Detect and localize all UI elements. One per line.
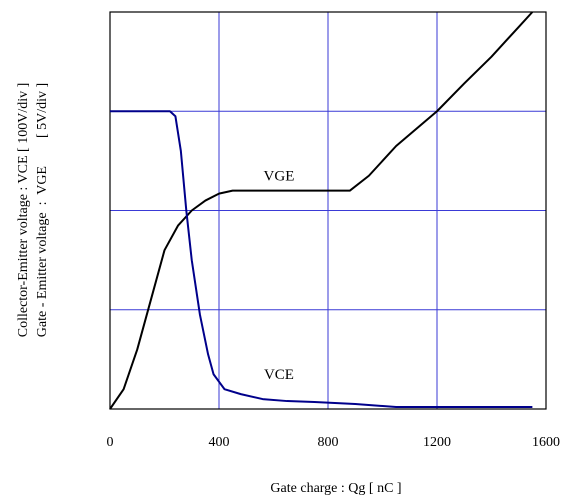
x-tick-label-400: 400 <box>209 435 230 450</box>
series-line-vce <box>110 110 533 409</box>
x-tick-label-1600: 1600 <box>532 435 560 450</box>
grid-layer <box>110 12 546 409</box>
x-tick-label-1200: 1200 <box>423 435 451 450</box>
series-layer <box>109 11 534 410</box>
plot-frame <box>109 11 547 410</box>
y-axis-label-line-1: Collector-Emitter voltage : VCE [ 100V/d… <box>16 83 31 338</box>
series-label-vge: VGE <box>264 169 295 185</box>
x-tick-label-800: 800 <box>318 435 339 450</box>
y-axis-label-line-2: Gate - Emitter voltage : VGE [ 5V/div ] <box>35 83 50 337</box>
x-tick-label-0: 0 <box>107 435 114 450</box>
series-label-vce: VCE <box>264 367 294 383</box>
x-axis-label: Gate charge : Qg [ nC ] <box>270 481 401 496</box>
label-layer: VGE VCE 0 400 800 1200 1600 Gate charge : Qg [ … <box>16 83 560 496</box>
plot-area-frame <box>109 11 547 410</box>
series-line-vge <box>109 11 534 410</box>
